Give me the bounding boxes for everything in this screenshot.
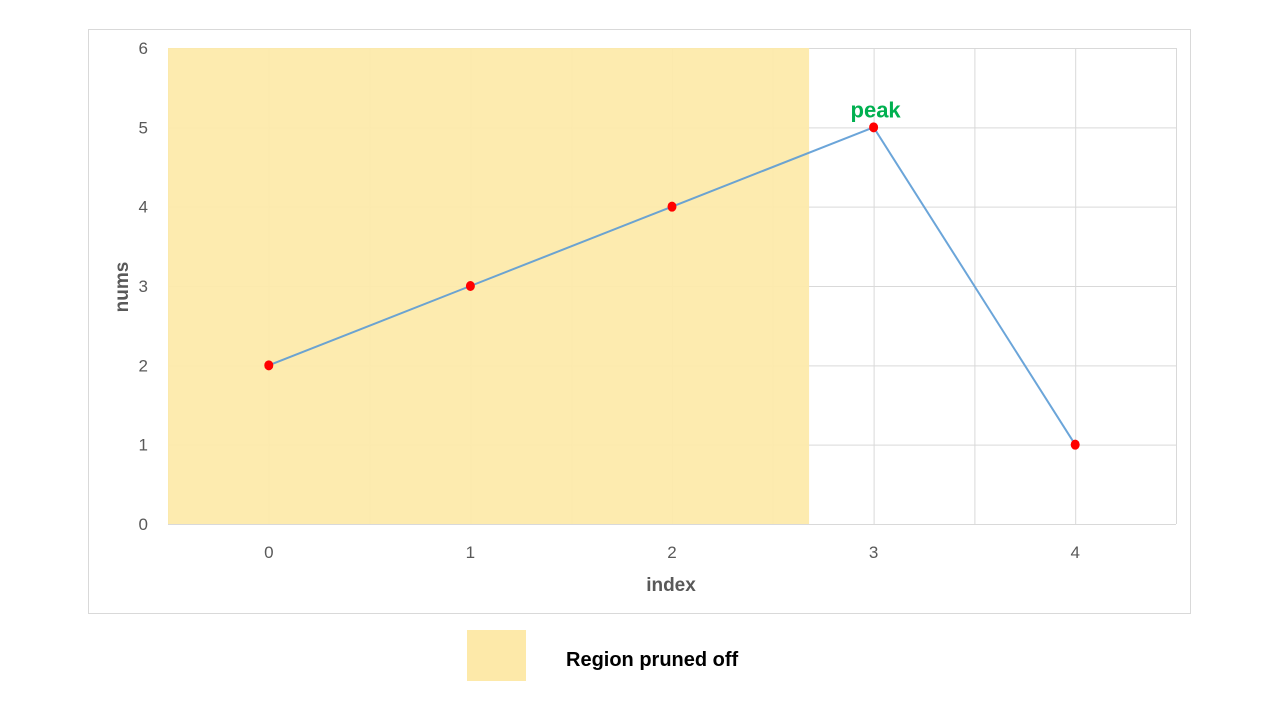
x-tick-label: 3 [869, 543, 878, 562]
data-point [667, 201, 677, 212]
y-axis-title: nums [112, 262, 133, 313]
x-tick-label: 0 [264, 543, 273, 562]
series-segment [470, 205, 673, 287]
x-tick-label: 1 [466, 543, 475, 562]
y-tick-label: 0 [139, 515, 148, 534]
y-tick-label: 2 [139, 356, 148, 375]
x-axis-title: index [646, 575, 696, 596]
data-point [465, 281, 475, 291]
pruned-region [168, 48, 810, 524]
y-tick-label: 3 [139, 277, 148, 296]
x-tick-label: 2 [667, 543, 676, 562]
peak-annotation: peak [851, 97, 902, 122]
y-tick-label: 1 [139, 436, 148, 455]
y-tick-label: 6 [139, 39, 148, 58]
data-point [869, 122, 879, 133]
legend-label: Region pruned off [566, 649, 739, 671]
x-tick-label: 4 [1070, 543, 1079, 562]
series [264, 122, 1080, 450]
series-segment [671, 126, 874, 208]
legend-swatch [467, 630, 526, 681]
series-segment [268, 285, 471, 367]
y-tick-label: 5 [139, 118, 148, 137]
series-segment [872, 126, 1077, 446]
data-point [1070, 439, 1080, 450]
data-point [264, 360, 274, 371]
ticks: 0 1 2 3 4 5 6 0 1 2 3 4 [139, 39, 1080, 562]
y-tick-label: 4 [139, 198, 148, 217]
